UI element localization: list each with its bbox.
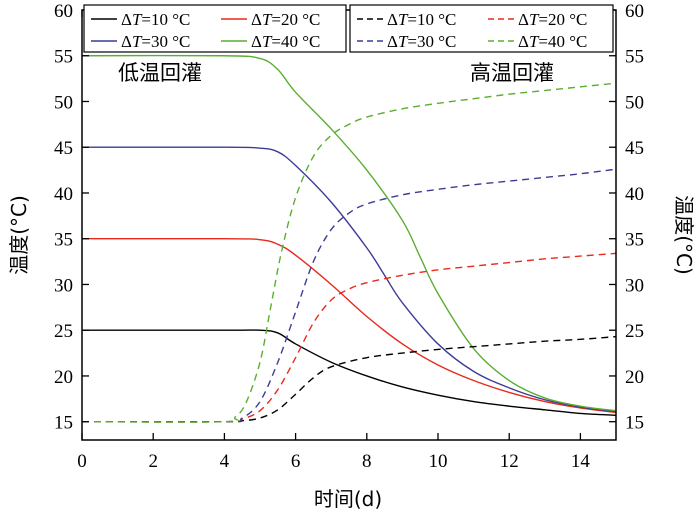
legend-var: T: [398, 10, 409, 29]
y-tick-label-right: 60: [625, 1, 644, 22]
y-tick-label-left: 25: [54, 321, 73, 342]
y-tick-label-right: 50: [625, 92, 644, 113]
annotation-low-temp: 低温回灌: [118, 61, 202, 85]
x-tick-label: 14: [571, 451, 591, 472]
legend-delta: Δ: [387, 10, 398, 29]
y-tick-label-right: 45: [625, 138, 644, 159]
legend-low-temp-label: ΔT=20 °C: [251, 10, 320, 29]
legend-var: T: [529, 32, 540, 51]
legend-high-temp: ΔT=10 °C ΔT=20 °CΔT=30 °C ΔT=40 °C: [349, 4, 614, 53]
legend-low-temp-box: [83, 4, 347, 53]
legend-var: T: [262, 32, 273, 51]
y-tick-label-left: 40: [54, 184, 73, 205]
legend-delta: Δ: [518, 32, 529, 51]
low-temp-series-line-4: [81, 54, 617, 412]
high-temp-series-line-4: [81, 82, 617, 423]
y-tick-label-left: 55: [54, 47, 73, 68]
legend-var: T: [529, 10, 540, 29]
ticks-layer: 0 2 4 6 8 10 12 14 15 15 20 20 25 25 30 30 35 35 40 40 45 45 5…: [54, 1, 644, 472]
x-tick-label: 12: [500, 451, 519, 472]
legend-value: =10 °C: [407, 10, 456, 29]
legend-value: =20 °C: [538, 10, 587, 29]
y-tick-label-right: 25: [625, 321, 644, 342]
legend-high-temp-box: [349, 4, 614, 53]
y-tick-label-right: 30: [625, 275, 644, 296]
y-tick-label-left: 60: [54, 1, 73, 22]
x-tick-label: 10: [429, 451, 448, 472]
y-tick-label-right: 40: [625, 184, 644, 205]
x-tick-label: 2: [148, 451, 158, 472]
legend-low-temp-label: ΔT=10 °C: [121, 10, 190, 29]
x-tick-label: 0: [77, 451, 87, 472]
y-tick-label-right: 55: [625, 47, 644, 68]
legend-var: T: [398, 32, 409, 51]
x-axis-title: 时间(d): [314, 487, 382, 511]
x-tick-label: 6: [291, 451, 301, 472]
legend-high-temp-label: ΔT=10 °C: [387, 10, 456, 29]
legend-var: T: [132, 32, 143, 51]
y-tick-label-right: 20: [625, 367, 644, 388]
y-tick-label-left: 15: [54, 413, 73, 434]
low-temp-series-line-3: [81, 146, 617, 413]
x-tick-label: 4: [220, 451, 230, 472]
legend-low-temp: ΔT=10 °C ΔT=20 °CΔT=30 °C ΔT=40 °C: [83, 4, 347, 53]
x-tick-label: 8: [362, 451, 372, 472]
y-tick-label-left: 20: [54, 367, 73, 388]
legend-value: =30 °C: [141, 32, 190, 51]
legend-high-temp-label: ΔT=20 °C: [518, 10, 587, 29]
series-layer: [81, 54, 617, 423]
legend-low-temp-label: ΔT=30 °C: [121, 32, 190, 51]
y-tick-label-right: 15: [625, 413, 644, 434]
legend-value: =30 °C: [407, 32, 456, 51]
y-tick-label-right: 35: [625, 230, 644, 251]
legend-high-temp-label: ΔT=40 °C: [518, 32, 587, 51]
low-temp-series-line-1: [81, 329, 617, 416]
annotation-high-temp: 高温回灌: [470, 61, 554, 85]
legend-value: =10 °C: [141, 10, 190, 29]
legend-value: =40 °C: [538, 32, 587, 51]
high-temp-series-line-1: [81, 335, 617, 423]
plot-frame: [81, 9, 617, 441]
high-temp-series-line-3: [81, 168, 617, 423]
legend-delta: Δ: [387, 32, 398, 51]
y-tick-label-left: 30: [54, 275, 73, 296]
low-temp-series-line-2: [81, 237, 617, 414]
high-temp-series-line-2: [81, 252, 617, 423]
legend-delta: Δ: [518, 10, 529, 29]
legend-low-temp-label: ΔT=40 °C: [251, 32, 320, 51]
y-axis-title-right: 温度(°C): [672, 195, 696, 275]
y-tick-label-left: 35: [54, 230, 73, 251]
legend-var: T: [262, 10, 273, 29]
y-tick-label-left: 50: [54, 92, 73, 113]
y-axis-title-left: 温度(°C): [7, 195, 31, 275]
legend-delta: Δ: [121, 10, 132, 29]
legend-delta: Δ: [121, 32, 132, 51]
y-tick-label-left: 45: [54, 138, 73, 159]
legend-high-temp-label: ΔT=30 °C: [387, 32, 456, 51]
legend-delta: Δ: [251, 32, 262, 51]
legend-value: =40 °C: [271, 32, 320, 51]
legend-value: =20 °C: [271, 10, 320, 29]
legend-var: T: [132, 10, 143, 29]
legend-delta: Δ: [251, 10, 262, 29]
